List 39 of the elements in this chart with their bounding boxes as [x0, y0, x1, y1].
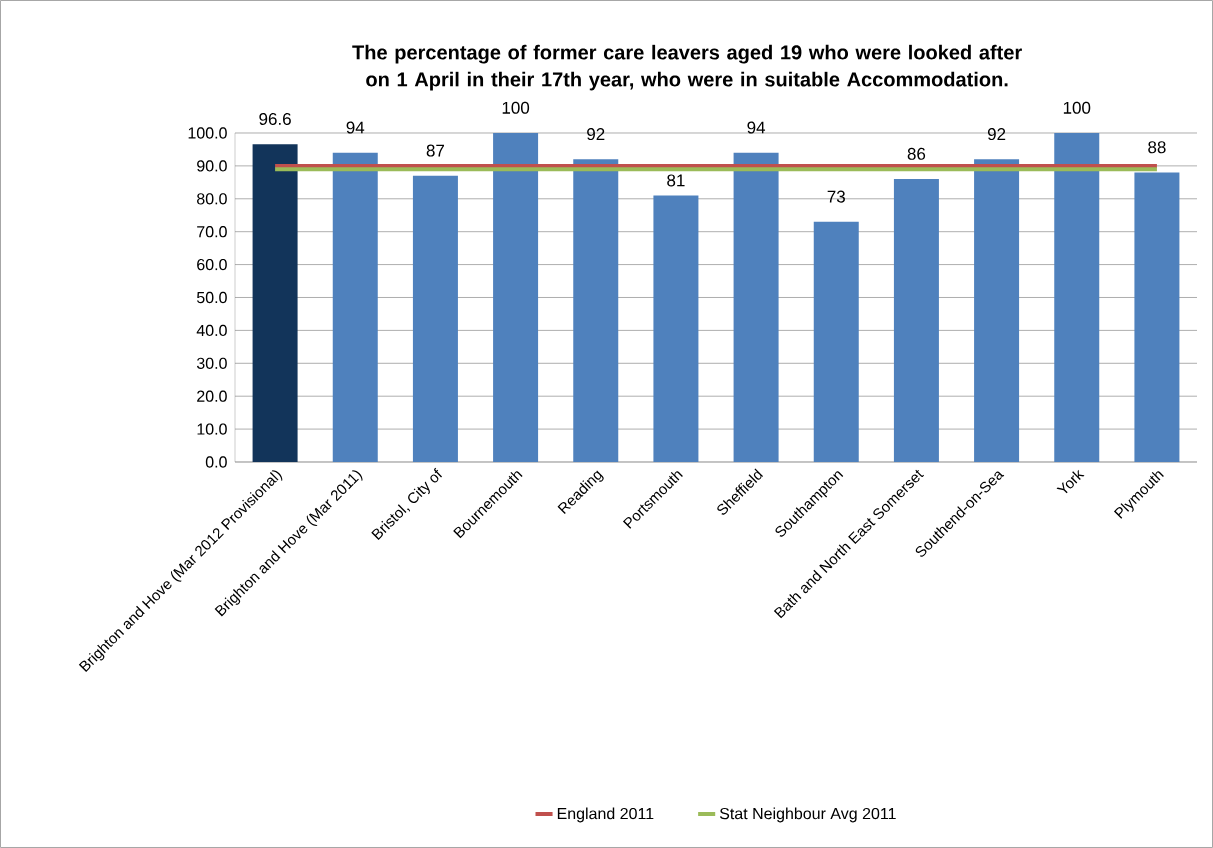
- y-tick-label: 10.0: [197, 423, 227, 435]
- data-label: 100: [502, 101, 530, 114]
- bar: [733, 152, 779, 462]
- y-tick-label: 80.0: [197, 193, 227, 205]
- data-label: 96.6: [259, 112, 291, 125]
- legend-label: Stat Neighbour Avg 2011: [719, 807, 896, 823]
- data-label: 73: [827, 190, 845, 203]
- y-tick-label: 100.0: [188, 127, 227, 139]
- bar: [412, 175, 458, 462]
- data-label: 94: [346, 121, 365, 134]
- bar: [893, 179, 939, 462]
- bar: [252, 144, 298, 462]
- bar: [493, 132, 539, 462]
- y-tick-label: 20.0: [197, 390, 227, 402]
- data-label: 87: [426, 144, 445, 157]
- data-label: 92: [587, 128, 605, 141]
- x-tick-label: York: [1056, 469, 1085, 494]
- data-label: 88: [1148, 141, 1166, 154]
- y-tick-label: 50.0: [196, 291, 227, 304]
- data-label: 86: [907, 147, 926, 160]
- bar: [332, 152, 378, 462]
- data-label: 100: [1063, 101, 1091, 114]
- y-tick-label: 70.0: [197, 226, 227, 238]
- bar: [813, 221, 859, 462]
- bar: [573, 159, 619, 462]
- bar: [974, 159, 1020, 462]
- bar: [653, 195, 699, 462]
- y-tick-label: 60.0: [197, 258, 227, 271]
- y-tick-label: 0.0: [205, 456, 227, 468]
- data-label: 81: [667, 174, 685, 187]
- y-tick-label: 40.0: [196, 324, 227, 337]
- data-label: 92: [987, 128, 1006, 141]
- y-tick-label: 30.0: [196, 357, 227, 369]
- bar: [1134, 172, 1180, 462]
- chart-title: The percentage of former care leavers aged 19 who were looked after on 1 April in their 17th year, who were in suitable Accommodation.: [352, 44, 1022, 91]
- y-tick-label: 90.0: [197, 160, 227, 172]
- legend-label: England 2011: [557, 807, 654, 823]
- data-label: 94: [747, 121, 766, 134]
- bar: [1054, 132, 1100, 462]
